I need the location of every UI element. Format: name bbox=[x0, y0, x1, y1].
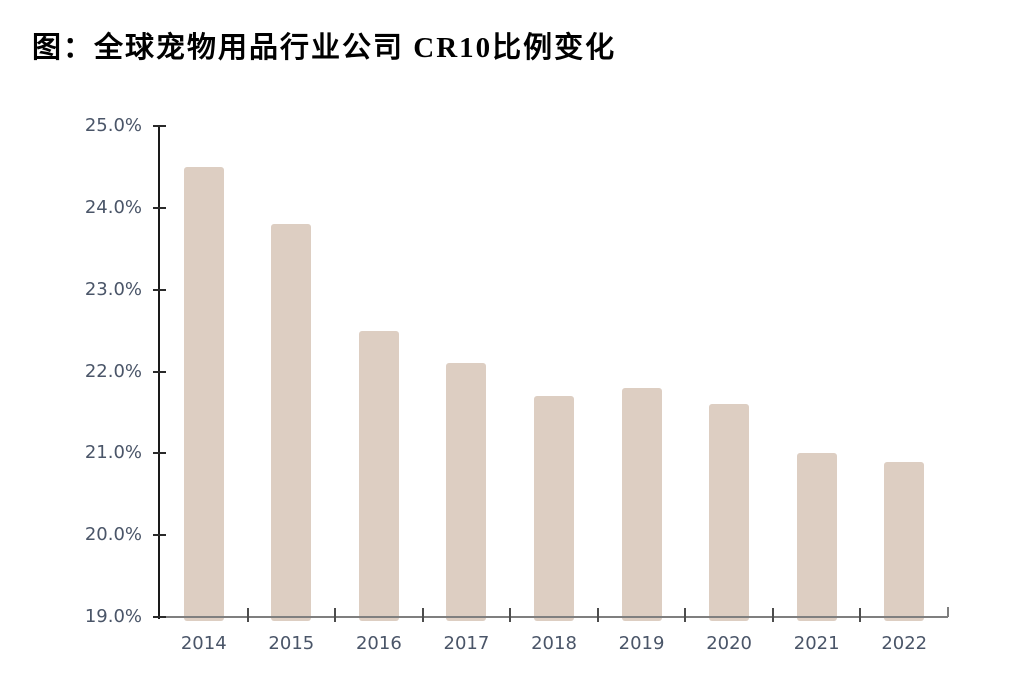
x-axis-tick bbox=[947, 607, 949, 617]
bar-2014 bbox=[183, 166, 224, 621]
x-axis-tick bbox=[421, 608, 424, 622]
x-axis-tick bbox=[334, 608, 337, 622]
x-axis-label: 2016 bbox=[355, 633, 402, 654]
y-axis-tick bbox=[153, 452, 166, 455]
x-axis-label: 2019 bbox=[618, 633, 665, 654]
y-axis-tick bbox=[153, 125, 166, 127]
bar-2018 bbox=[534, 396, 574, 621]
x-axis-label: 2017 bbox=[443, 633, 490, 654]
y-axis-label: 21.0% bbox=[84, 442, 142, 464]
x-axis-line bbox=[158, 616, 948, 618]
y-axis-tick bbox=[153, 288, 166, 291]
y-axis-label: 23.0% bbox=[84, 278, 142, 300]
plot-area bbox=[153, 125, 949, 622]
x-axis-tick bbox=[859, 608, 862, 622]
bar-2015 bbox=[271, 224, 312, 621]
bar-2022 bbox=[884, 461, 925, 621]
y-axis-label: 22.0% bbox=[84, 360, 142, 382]
x-axis-label: 2015 bbox=[268, 633, 315, 654]
x-axis-tick bbox=[771, 608, 774, 622]
x-axis-tick bbox=[596, 608, 599, 622]
x-axis-tick bbox=[509, 608, 512, 622]
x-axis-label: 2014 bbox=[180, 633, 227, 654]
y-axis-label: 25.0% bbox=[84, 115, 142, 136]
x-axis-label: 2022 bbox=[881, 633, 928, 654]
bar-2017 bbox=[446, 363, 487, 621]
x-axis-tick bbox=[246, 608, 249, 622]
y-axis-tick bbox=[153, 534, 166, 537]
bar-2019 bbox=[621, 387, 662, 621]
y-axis-label: 20.0% bbox=[84, 524, 142, 546]
x-axis-label: 2021 bbox=[793, 633, 840, 654]
bar-2021 bbox=[796, 453, 837, 621]
y-axis-line bbox=[158, 126, 160, 619]
y-axis-tick bbox=[153, 616, 166, 618]
x-axis-tick bbox=[684, 608, 687, 622]
chart-title: 图：全球宠物用品行业公司 CR10比例变化 bbox=[32, 32, 617, 64]
x-axis-label: 2018 bbox=[531, 633, 577, 654]
x-axis-label: 2020 bbox=[706, 633, 753, 654]
bar-2020 bbox=[709, 404, 750, 621]
bar-2016 bbox=[358, 330, 399, 621]
y-axis-label: 24.0% bbox=[84, 196, 142, 218]
y-axis-tick bbox=[153, 206, 166, 209]
y-axis-tick bbox=[153, 370, 166, 373]
y-axis-label: 19.0% bbox=[84, 606, 142, 627]
